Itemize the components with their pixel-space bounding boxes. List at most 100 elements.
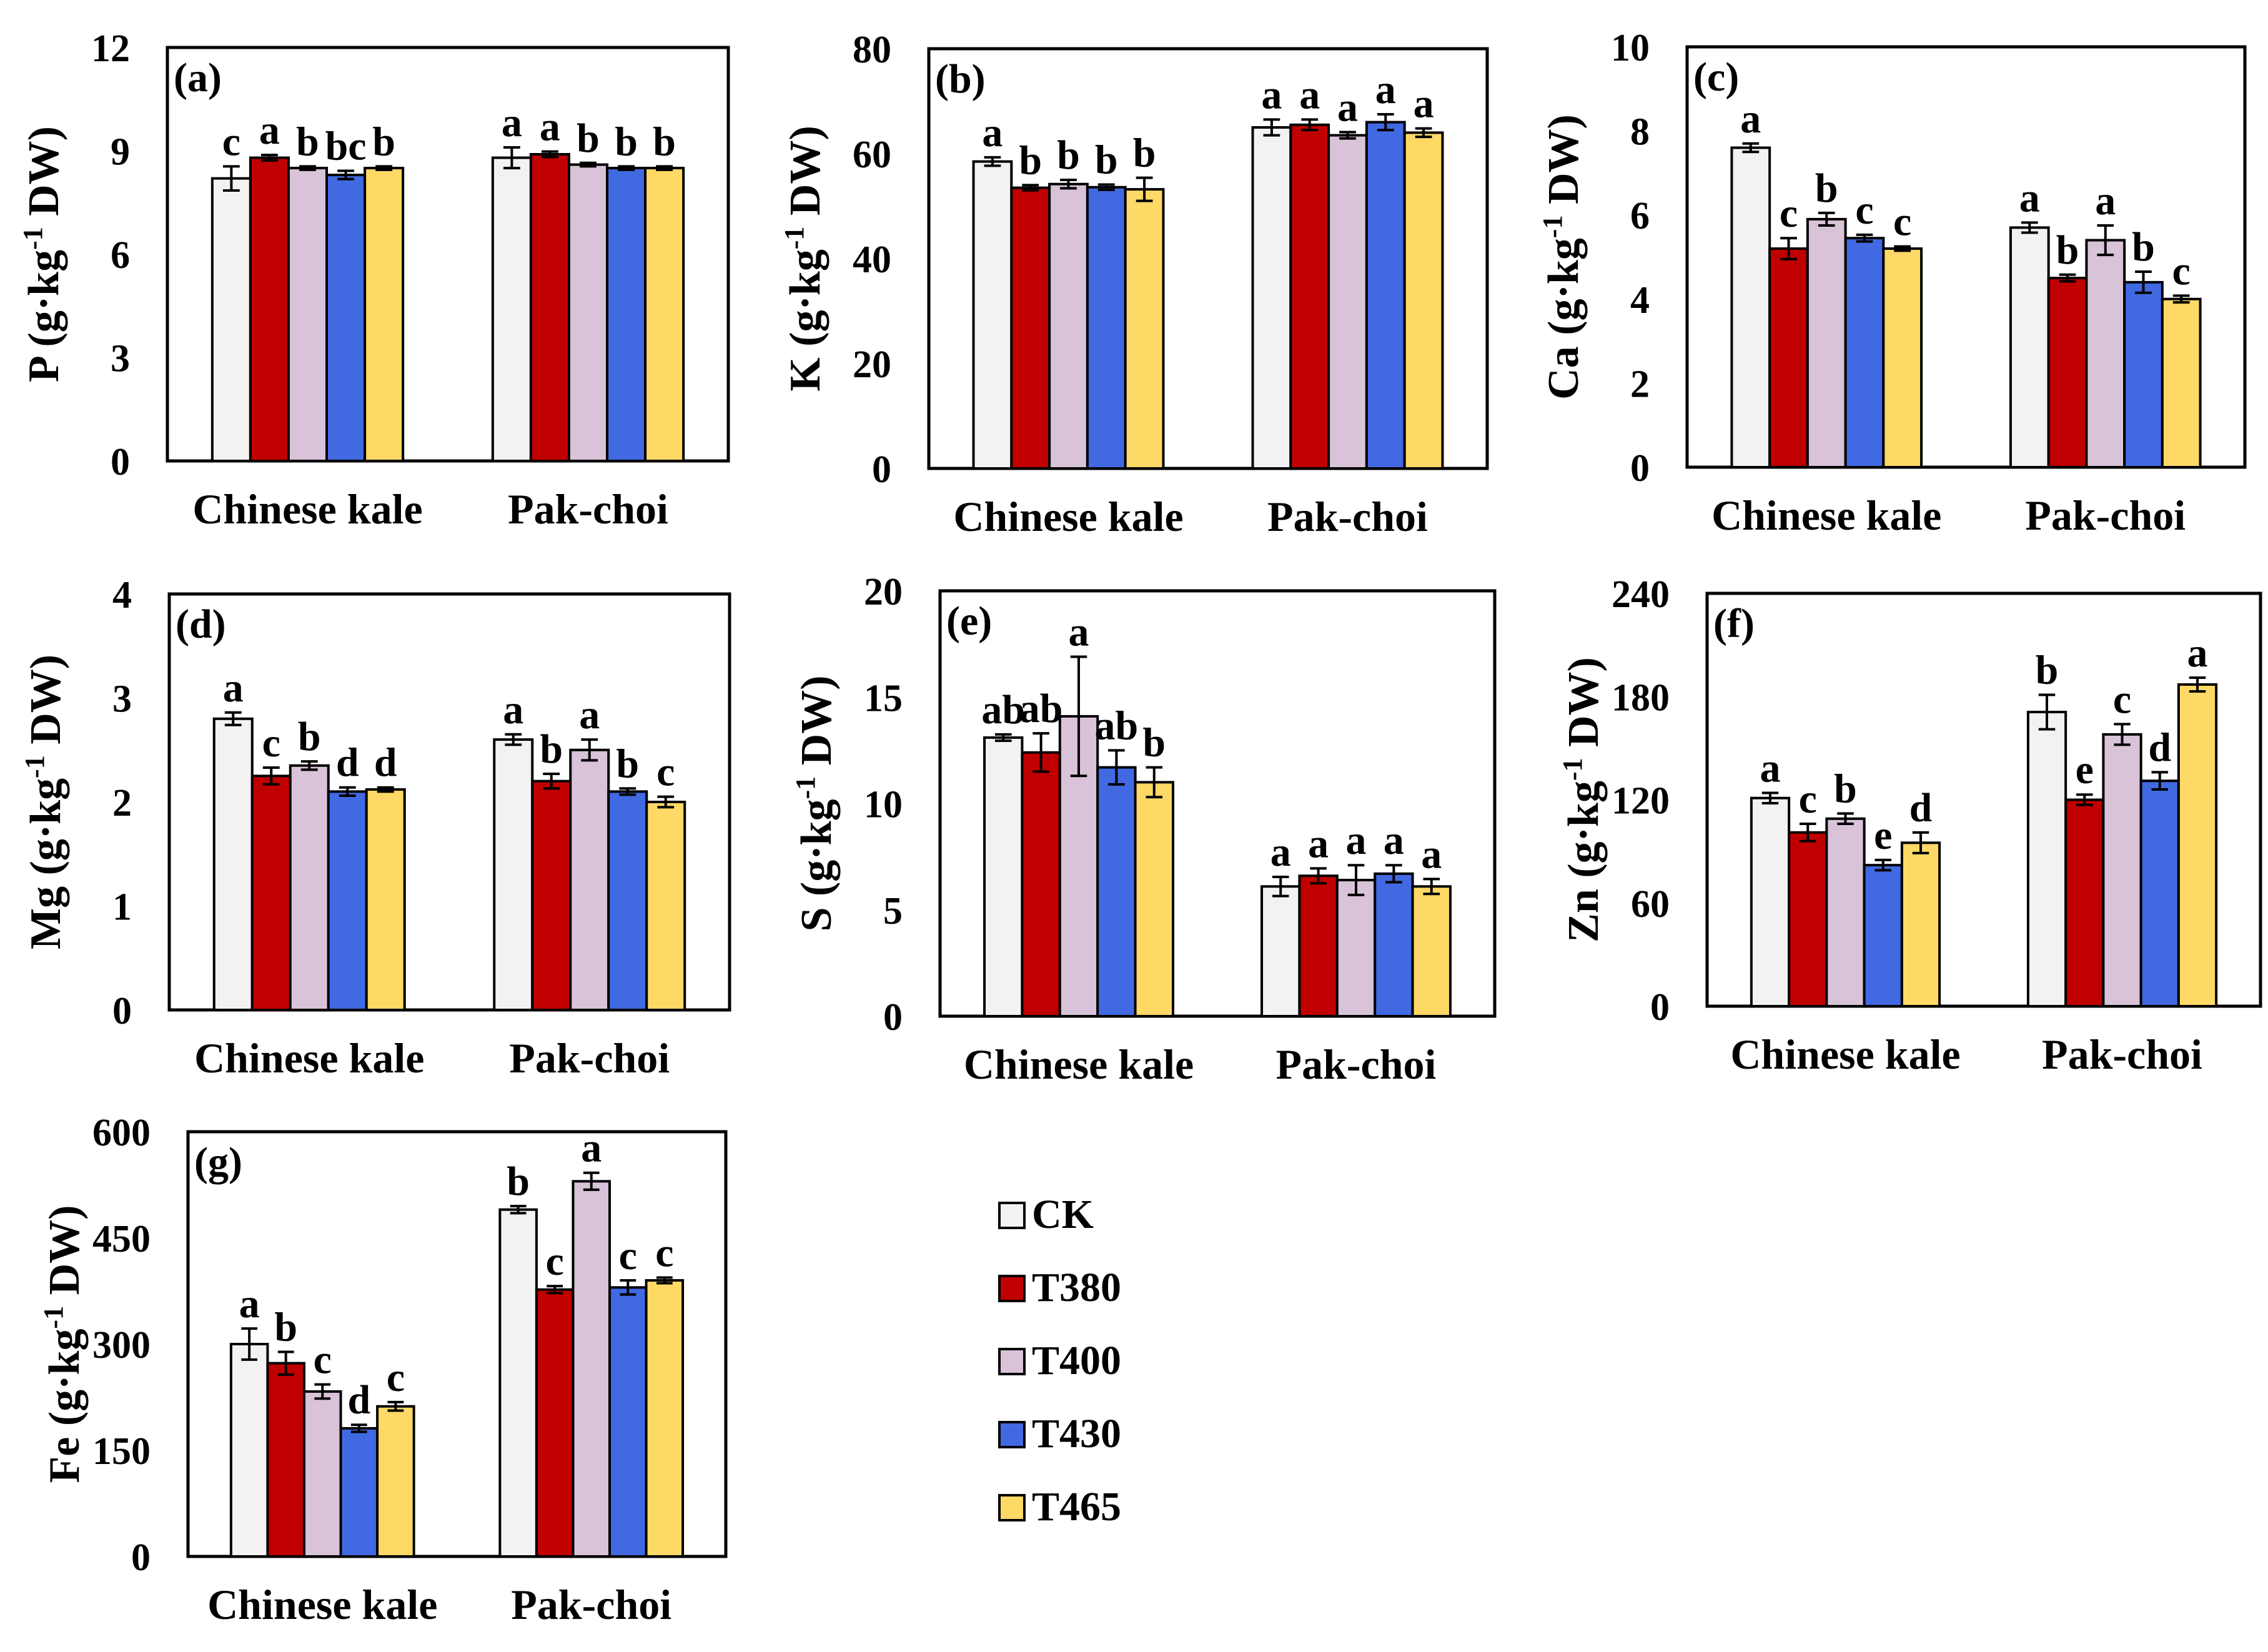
y-tick-label: 120 (1612, 780, 1670, 823)
significance-letter: b (298, 714, 321, 759)
bar-t400 (572, 1180, 612, 1558)
panel-label: (d) (176, 601, 226, 647)
bar-t400 (302, 1390, 342, 1558)
significance-letter: b (1142, 720, 1166, 766)
bar-t380 (1021, 751, 1061, 1018)
panel-label: (f) (1713, 601, 1755, 646)
y-tick-label: 0 (872, 448, 891, 491)
bar-ck (210, 177, 252, 462)
bar-t430 (2123, 280, 2164, 468)
significance-letter: a (1421, 831, 1442, 877)
bar-t465 (1134, 781, 1174, 1017)
bar-t430 (608, 1286, 648, 1558)
bar-ck (1730, 146, 1771, 469)
significance-letter: a (1299, 72, 1320, 117)
y-tick-label: 3 (111, 338, 130, 380)
legend-label: T465 (1032, 1484, 1121, 1530)
category-label: Pak-choi (509, 1034, 670, 1082)
bar-t465 (364, 167, 405, 462)
bar-t380 (535, 1288, 575, 1558)
significance-letter: e (2076, 747, 2094, 793)
bar-ck (983, 736, 1024, 1017)
significance-letter: c (262, 720, 280, 766)
category-label: Chinese kale (192, 485, 422, 533)
significance-letter: a (579, 692, 600, 738)
bar-t380 (2064, 798, 2105, 1007)
bar-t400 (1335, 879, 1377, 1017)
bar-t430 (325, 174, 367, 462)
y-tick-label: 8 (1630, 111, 1650, 154)
legend: CK T380 T400 T430 T465 (998, 1192, 1121, 1530)
significance-letter: b (653, 119, 676, 164)
legend-swatch (998, 1421, 1026, 1448)
significance-letter: a (1337, 85, 1358, 131)
significance-letter: e (1874, 813, 1892, 858)
category-label: Pak-choi (1276, 1041, 1437, 1088)
bar-t400 (2102, 733, 2142, 1007)
significance-letter: a (1740, 96, 1761, 142)
bar-t430 (1374, 872, 1414, 1017)
significance-letter: bc (325, 123, 367, 169)
significance-letter: b (615, 119, 638, 164)
category-label: Chinese kale (1711, 492, 1941, 539)
significance-letter: d (1909, 785, 1933, 831)
bar-t465 (645, 801, 686, 1011)
significance-letter: b (1815, 166, 1838, 211)
y-tick-label: 1 (112, 886, 132, 929)
significance-letter: d (374, 740, 397, 786)
bar-t380 (1768, 247, 1809, 468)
y-tick-label: 0 (1630, 447, 1650, 490)
significance-letter: c (1893, 199, 1911, 245)
significance-letter: a (502, 100, 522, 146)
significance-letter: b (2132, 224, 2155, 270)
y-tick-label: 180 (1612, 676, 1670, 719)
significance-letter: a (259, 107, 280, 153)
legend-swatch (998, 1348, 1026, 1375)
bar-t465 (1124, 188, 1165, 470)
y-tick-label: 2 (1630, 363, 1650, 405)
y-tick-label: 0 (131, 1536, 151, 1579)
category-label: Chinese kale (964, 1041, 1194, 1088)
category-label: Pak-choi (1267, 493, 1428, 540)
legend-item-t430: T430 (998, 1411, 1121, 1457)
plot-frame (167, 592, 731, 1012)
panel-label: (a) (174, 55, 222, 101)
significance-letter: c (1799, 776, 1817, 822)
legend-label: T380 (1032, 1265, 1121, 1310)
y-axis-label: Ca (g·kg-1 DW) (1537, 114, 1588, 400)
significance-letter: a (1308, 821, 1329, 866)
bar-t465 (365, 788, 406, 1012)
legend-swatch (998, 1202, 1026, 1229)
bar-t430 (1863, 864, 1903, 1007)
bar-ck (493, 738, 534, 1011)
bar-t430 (1365, 121, 1406, 470)
significance-letter: b (1095, 137, 1118, 183)
y-axis-label: Zn (g·kg-1 DW) (1557, 657, 1608, 942)
y-tick-label: 5 (883, 890, 903, 932)
bar-t400 (1825, 817, 1866, 1007)
significance-letter: a (982, 110, 1003, 156)
significance-letter: a (503, 687, 523, 733)
y-tick-label: 60 (853, 134, 891, 176)
bar-t430 (1086, 185, 1127, 470)
bar-t380 (2047, 277, 2088, 468)
bar-t430 (327, 790, 368, 1011)
significance-letter: a (1069, 610, 1089, 655)
bar-t400 (2085, 239, 2126, 468)
bar-t465 (2161, 297, 2202, 468)
y-tick-label: 3 (112, 678, 132, 721)
significance-letter: a (1261, 72, 1282, 117)
category-label: Pak-choi (511, 1581, 671, 1628)
y-tick-label: 150 (92, 1430, 151, 1473)
bar-t430 (1096, 766, 1137, 1017)
y-tick-label: 15 (864, 677, 903, 720)
significance-letter: a (2019, 175, 2040, 220)
significance-letter: a (581, 1125, 602, 1171)
bar-t465 (1882, 247, 1923, 468)
category-label: Pak-choi (508, 485, 668, 533)
bar-t430 (339, 1427, 379, 1558)
